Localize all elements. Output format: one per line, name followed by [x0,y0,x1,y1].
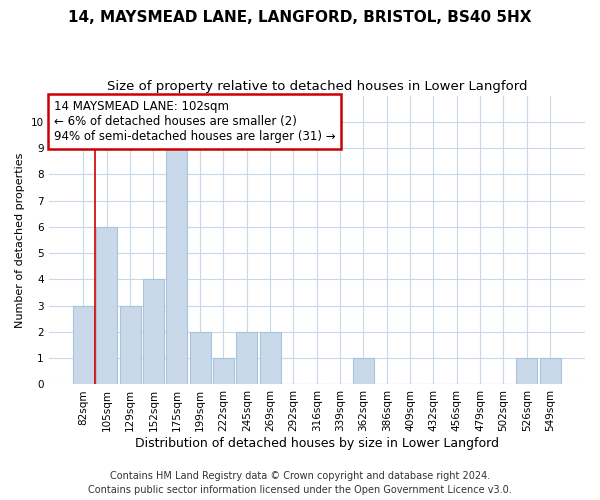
Bar [166,148,187,384]
Bar [539,358,560,384]
Bar [353,358,374,384]
Text: 14, MAYSMEAD LANE, LANGFORD, BRISTOL, BS40 5HX: 14, MAYSMEAD LANE, LANGFORD, BRISTOL, BS… [68,10,532,25]
Y-axis label: Number of detached properties: Number of detached properties [15,152,25,328]
Bar [143,280,164,384]
Bar [73,306,94,384]
Bar [213,358,234,384]
Bar [96,227,117,384]
Bar [190,332,211,384]
Bar [236,332,257,384]
Text: 14 MAYSMEAD LANE: 102sqm
← 6% of detached houses are smaller (2)
94% of semi-det: 14 MAYSMEAD LANE: 102sqm ← 6% of detache… [54,100,335,143]
Text: Contains HM Land Registry data © Crown copyright and database right 2024.
Contai: Contains HM Land Registry data © Crown c… [88,471,512,495]
Bar [516,358,537,384]
Bar [119,306,140,384]
X-axis label: Distribution of detached houses by size in Lower Langford: Distribution of detached houses by size … [135,437,499,450]
Title: Size of property relative to detached houses in Lower Langford: Size of property relative to detached ho… [107,80,527,93]
Bar [260,332,281,384]
